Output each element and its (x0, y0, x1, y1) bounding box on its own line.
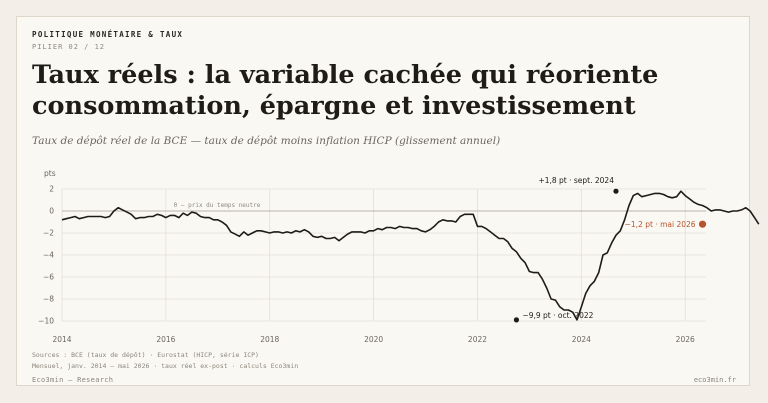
x-tick-label: 2016 (156, 335, 175, 344)
y-tick-label: 0 (49, 207, 54, 216)
y-tick-label: −4 (43, 251, 54, 260)
x-tick-label: 2018 (260, 335, 279, 344)
annotation-latest-dot (698, 220, 707, 228)
chart-subtitle: Taux de dépôt réel de la BCE — taux de d… (32, 135, 501, 147)
x-tick-label: 2020 (364, 335, 383, 344)
x-tick-label: 2026 (676, 335, 695, 344)
pillar-indicator: PILIER 02 / 12 (32, 43, 106, 51)
y-tick-label: 2 (49, 185, 54, 194)
annotation-low-label: −9,9 pt · oct. 2022 (522, 311, 593, 320)
x-tick-label: 2024 (572, 335, 591, 344)
annotation-peak-label: +1,8 pt · sept. 2024 (538, 176, 614, 185)
x-tick-label: 2022 (468, 335, 487, 344)
chart-card (16, 16, 750, 386)
brand-credit: Eco3min — Research (32, 376, 114, 384)
y-tick-label: −6 (43, 273, 54, 282)
annotation-low-dot (513, 317, 520, 323)
y-tick-label: −8 (43, 295, 54, 304)
y-tick-label: −10 (38, 317, 54, 326)
series-line (61, 190, 760, 321)
neutral-line-label: 0 — prix du temps neutre (174, 202, 261, 209)
x-tick-label: 2014 (52, 335, 71, 344)
annotation-peak-dot (613, 188, 619, 194)
annotation-latest-label: −1,2 pt · mai 2026 (625, 220, 696, 229)
sources-line-2: Mensuel, janv. 2014 — mai 2026 · taux ré… (32, 362, 299, 370)
y-tick-label: −2 (43, 229, 54, 238)
sources-line-1: Sources : BCE (taux de dépôt) · Eurostat… (32, 351, 259, 359)
sources-note: Sources : BCE (taux de dépôt) · Eurostat… (32, 350, 298, 372)
y-unit-label: pts (44, 169, 56, 178)
section-kicker: POLITIQUE MONÉTAIRE & TAUX (32, 30, 184, 39)
site-link[interactable]: eco3min.fr (693, 376, 736, 384)
page-title: Taux réels : la variable cachée qui réor… (32, 60, 659, 121)
